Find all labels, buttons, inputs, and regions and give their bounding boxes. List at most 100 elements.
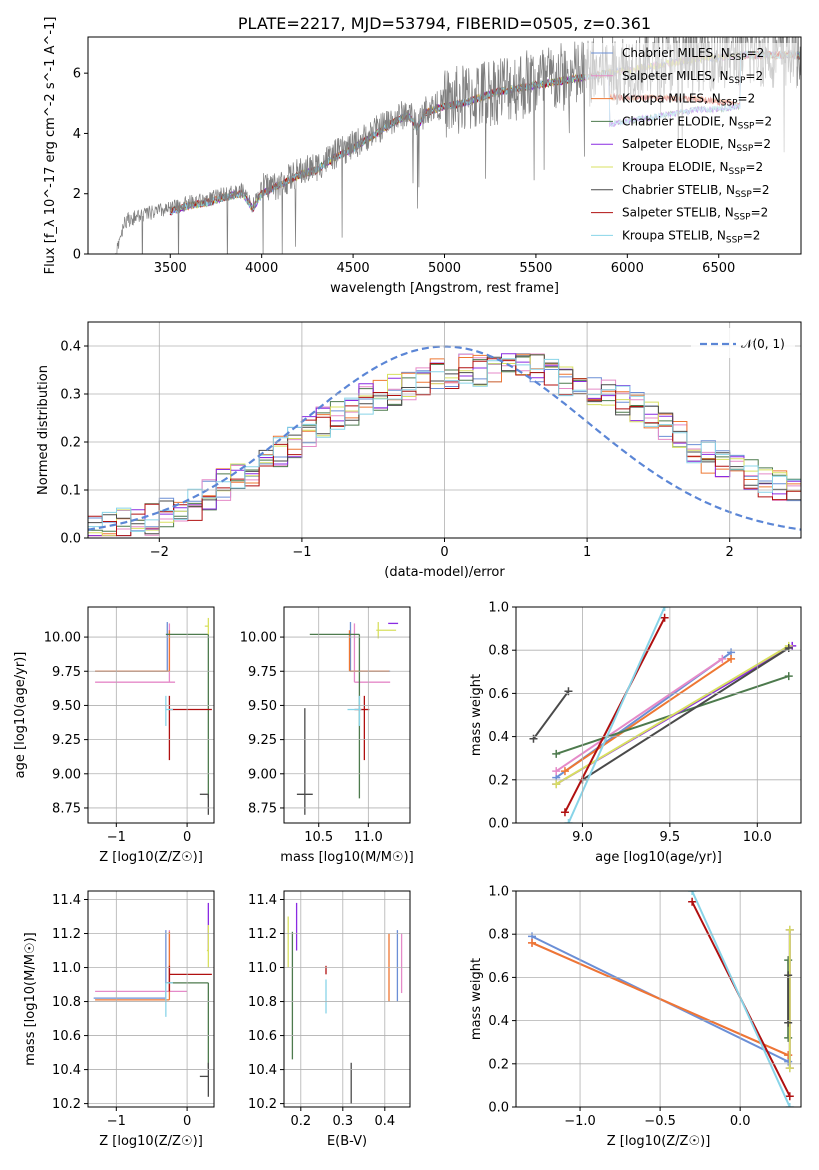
y-tick-label: 1.0 <box>488 601 509 616</box>
axes-frame <box>515 890 802 1108</box>
weight-marker <box>688 897 697 906</box>
weight-series-line <box>784 971 793 1027</box>
panel-weight_vs_age: 9.0 9.5 10.0 0.0 0.2 0.4 0.6 0.8 1.0 age [log10(a… <box>469 601 802 865</box>
weight-marker <box>660 607 669 611</box>
axes-frame <box>87 36 802 255</box>
y-tick-label: 8.75 <box>52 801 81 816</box>
legend-entry: Salpeter STELIB, NSSP=2 <box>622 206 768 223</box>
x-tick-label: 9.0 <box>572 830 593 845</box>
y-axis-label: mass weight <box>469 674 484 756</box>
y-tick-label: 10.2 <box>52 1097 81 1112</box>
plot-area <box>95 617 212 815</box>
x-tick-label: 0 <box>183 1114 191 1129</box>
weight-marker <box>560 767 569 776</box>
errorbar-point <box>347 695 362 726</box>
weight-marker <box>785 1064 794 1073</box>
errorbar-point <box>168 695 212 761</box>
y-tick-label: 9.00 <box>248 767 277 782</box>
weight-marker <box>785 1092 794 1101</box>
y-tick-label: 8.75 <box>248 801 277 816</box>
plot-area <box>529 607 797 823</box>
panel-spectrum: 3500 4000 4500 5000 5500 6000 6500 0 2 4 6 waveleng… <box>43 14 802 296</box>
weight-marker <box>785 925 794 934</box>
weight-marker <box>727 654 736 663</box>
axes-frame <box>87 321 802 539</box>
errorbar-point <box>165 982 173 1017</box>
errorbar-point <box>95 623 176 683</box>
y-axis-label: mass [log10(M/M☉)] <box>23 932 38 1065</box>
plot-area <box>115 37 801 254</box>
legend-entry: Chabrier ELODIE, NSSP=2 <box>622 114 772 131</box>
axes-frame <box>283 606 411 824</box>
plot-area <box>296 622 399 815</box>
x-tick-label: 3500 <box>154 261 187 276</box>
y-tick-label: 9.75 <box>248 665 277 680</box>
x-axis-label: (data-model)/error <box>384 565 505 580</box>
legend-entry: Kroupa MILES, NSSP=2 <box>622 92 755 109</box>
errorbar-point <box>199 793 209 815</box>
x-tick-label: 0.0 <box>730 1114 751 1129</box>
errorbar-point <box>353 623 391 683</box>
weight-series-line <box>560 613 669 817</box>
weight-marker <box>784 1033 793 1042</box>
y-tick-label: 2 <box>73 187 81 202</box>
x-tick-label: −1.0 <box>564 1114 596 1129</box>
plot-area <box>93 902 212 1097</box>
weight-marker <box>784 1051 793 1060</box>
errorbar-point <box>95 630 171 672</box>
weight-marker <box>785 1103 794 1107</box>
x-axis-label: Z [log10(Z/Z☉)] <box>99 850 203 865</box>
legend-background <box>691 328 795 358</box>
legend-entry: Salpeter ELODIE, NSSP=2 <box>622 137 771 154</box>
y-tick-label: 11.4 <box>248 893 277 908</box>
y-tick-label: 11.2 <box>248 927 277 942</box>
panel-weight_vs_Z: −1.0 −0.5 0.0 0.0 0.2 0.4 0.6 0.8 1.0 Z [log10(Z/… <box>469 885 802 1149</box>
weight-series-line <box>552 654 727 776</box>
y-tick-label: 9.75 <box>52 665 81 680</box>
x-tick-label: −1 <box>107 830 126 845</box>
y-tick-label: 0.2 <box>60 436 81 451</box>
errorbar-point <box>204 617 209 635</box>
weight-series-line <box>564 607 669 823</box>
errorbar-point <box>95 930 188 992</box>
y-tick-label: 0.6 <box>488 687 509 702</box>
x-tick-label: 0.2 <box>290 1114 311 1129</box>
y-tick-label: 0.0 <box>488 1101 509 1116</box>
x-axis-label: mass [log10(M/M☉)] <box>280 850 413 865</box>
y-tick-label: 0.8 <box>488 644 509 659</box>
x-tick-label: 0.4 <box>374 1114 395 1129</box>
y-tick-label: 0 <box>73 248 81 263</box>
x-axis-label: wavelength [Angstrom, rest frame] <box>330 281 559 296</box>
weight-marker <box>529 734 538 743</box>
errorbar-point <box>376 622 397 639</box>
y-tick-label: 11.4 <box>52 893 81 908</box>
y-tick-label: 9.25 <box>52 733 81 748</box>
x-axis-label: age [log10(age/yr)] <box>595 850 722 865</box>
panel-mass_vs_Z: −1 0 10.2 10.4 10.6 10.8 11.0 11.2 11.4 Z [log10(… <box>23 890 215 1149</box>
x-tick-label: 5500 <box>519 261 552 276</box>
legend-entry: Chabrier STELIB, NSSP=2 <box>622 183 770 200</box>
weight-series-line <box>785 925 794 1073</box>
y-tick-label: 9.25 <box>248 733 277 748</box>
panel-residuals: −2 −1 0 1 2 0.0 0.1 0.2 0.3 0.4 (data-model)/error… <box>36 321 802 580</box>
x-tick-label: 4000 <box>245 261 278 276</box>
weight-series-line <box>529 687 573 743</box>
x-tick-label: −1 <box>292 545 311 560</box>
errorbar-point <box>296 708 313 815</box>
y-tick-label: 0.3 <box>60 388 81 403</box>
weight-marker <box>552 780 561 789</box>
errorbar-point <box>168 965 212 992</box>
x-axis-label: Z [log10(Z/Z☉)] <box>99 1134 203 1149</box>
y-tick-label: 9.50 <box>248 699 277 714</box>
errorbar-point <box>349 622 391 672</box>
axes-frame <box>87 890 215 1108</box>
x-tick-label: −2 <box>150 545 169 560</box>
weight-marker <box>784 956 793 965</box>
axes-frame <box>283 890 411 1108</box>
errorbar-point <box>93 930 167 999</box>
spectrum-legend: Chabrier MILES, NSSP=2 Salpeter MILES, NS… <box>585 43 797 251</box>
y-axis-label: age [log10(age/yr)] <box>13 652 28 779</box>
legend-entry: Kroupa ELODIE, NSSP=2 <box>622 160 763 177</box>
y-tick-label: 10.2 <box>248 1097 277 1112</box>
